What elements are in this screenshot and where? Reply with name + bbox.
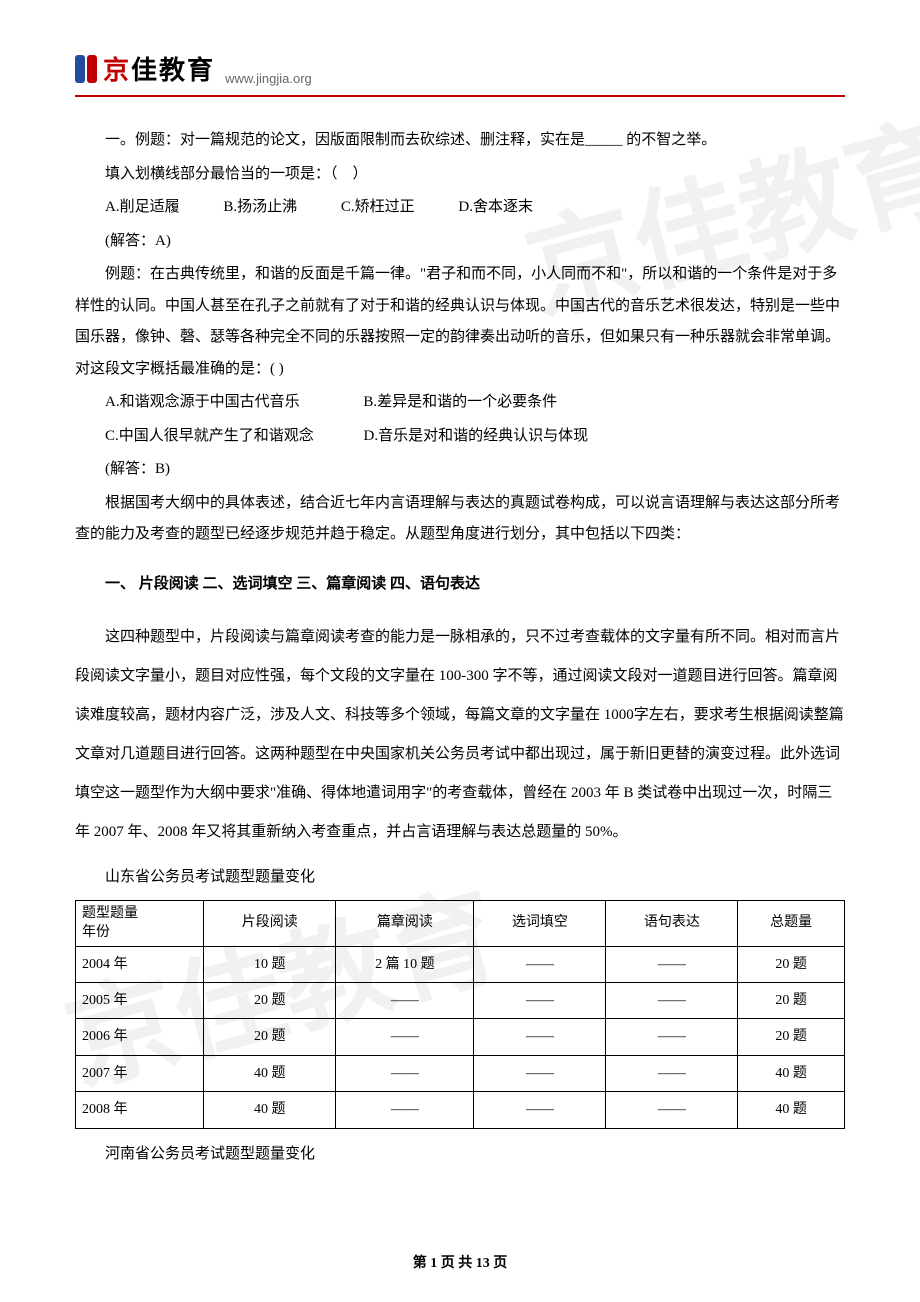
q1-intro: 一。例题：对一篇规范的论文，因版面限制而去砍综述、删注释，实在是_____ 的不… bbox=[75, 125, 845, 157]
cell: —— bbox=[606, 1092, 738, 1128]
cell: 20 题 bbox=[204, 1019, 336, 1055]
cell: —— bbox=[336, 983, 474, 1019]
table-row: 2007 年 40 题 —— —— —— 40 题 bbox=[76, 1055, 845, 1091]
q2-options-row1: A.和谐观念源于中国古代音乐 B.差异是和谐的一个必要条件 bbox=[75, 387, 845, 419]
footer-suffix: 页 bbox=[490, 1256, 508, 1271]
header-url: www.jingjia.org bbox=[225, 71, 312, 86]
th-year: 题型题量 年份 bbox=[76, 900, 204, 946]
table-header-row: 题型题量 年份 片段阅读 篇章阅读 选词填空 语句表达 总题量 bbox=[76, 900, 845, 946]
q1-option-a: A.削足适履 bbox=[105, 199, 180, 215]
logo-char-3: 教 bbox=[159, 55, 187, 85]
cell: —— bbox=[474, 1092, 606, 1128]
q2-option-a: A.和谐观念源于中国古代音乐 bbox=[105, 394, 300, 410]
th-year-line1: 题型题量 bbox=[82, 906, 138, 921]
q1-option-d: D.舍本逐末 bbox=[458, 199, 533, 215]
cell: 20 题 bbox=[204, 983, 336, 1019]
page-header: 京佳教育 www.jingjia.org bbox=[75, 50, 845, 97]
footer-mid: 页 共 bbox=[437, 1256, 476, 1271]
q2-answer: (解答：B) bbox=[75, 454, 845, 486]
th-col6: 总题量 bbox=[738, 900, 845, 946]
table-shandong: 题型题量 年份 片段阅读 篇章阅读 选词填空 语句表达 总题量 2004 年 1… bbox=[75, 900, 845, 1129]
cell: 40 题 bbox=[204, 1055, 336, 1091]
table-row: 2004 年 10 题 2 篇 10 题 —— —— 20 题 bbox=[76, 946, 845, 982]
cell: —— bbox=[336, 1055, 474, 1091]
page-footer: 第 1 页 共 13 页 bbox=[0, 1252, 920, 1272]
logo-text: 京佳教育 bbox=[103, 50, 215, 87]
logo: 京佳教育 bbox=[75, 50, 215, 87]
cell: 40 题 bbox=[738, 1055, 845, 1091]
table-row: 2008 年 40 题 —— —— —— 40 题 bbox=[76, 1092, 845, 1128]
th-year-line2: 年份 bbox=[82, 925, 110, 940]
cell: 40 题 bbox=[204, 1092, 336, 1128]
q1-prompt: 填入划横线部分最恰当的一项是：（ ） bbox=[75, 159, 845, 191]
long-paragraph: 这四种题型中，片段阅读与篇章阅读考查的能力是一脉相承的，只不过考查载体的文字量有… bbox=[75, 618, 845, 852]
table1-title: 山东省公务员考试题型题量变化 bbox=[75, 862, 845, 894]
cell: —— bbox=[336, 1092, 474, 1128]
cell-year: 2007 年 bbox=[76, 1055, 204, 1091]
cell: 2 篇 10 题 bbox=[336, 946, 474, 982]
logo-char-1: 京 bbox=[103, 55, 131, 85]
th-col2: 片段阅读 bbox=[204, 900, 336, 946]
q2-option-b: B.差异是和谐的一个必要条件 bbox=[363, 394, 557, 410]
q2-options-row2: C.中国人很早就产生了和谐观念 D.音乐是对和谐的经典认识与体现 bbox=[75, 421, 845, 453]
cell: —— bbox=[474, 1019, 606, 1055]
cell: —— bbox=[474, 946, 606, 982]
cell-year: 2005 年 bbox=[76, 983, 204, 1019]
cell-year: 2006 年 bbox=[76, 1019, 204, 1055]
q1-option-b: B.扬汤止沸 bbox=[223, 199, 297, 215]
q1-options: A.削足适履 B.扬汤止沸 C.矫枉过正 D.舍本逐末 bbox=[75, 192, 845, 224]
table2-title: 河南省公务员考试题型题量变化 bbox=[75, 1139, 845, 1171]
logo-bracket-blue bbox=[75, 55, 85, 83]
document-content: 一。例题：对一篇规范的论文，因版面限制而去砍综述、删注释，实在是_____ 的不… bbox=[75, 125, 845, 1170]
cell: —— bbox=[474, 983, 606, 1019]
q2-passage: 例题：在古典传统里，和谐的反面是千篇一律。"君子和而不同，小人同而不和"，所以和… bbox=[75, 259, 845, 385]
cell: —— bbox=[606, 1019, 738, 1055]
page-container: 京佳教育 京佳教育 京佳教育 www.jingjia.org 一。例题：对一篇规… bbox=[0, 0, 920, 1302]
cell-year: 2008 年 bbox=[76, 1092, 204, 1128]
logo-char-4: 育 bbox=[187, 55, 215, 85]
cell: 10 题 bbox=[204, 946, 336, 982]
logo-char-2: 佳 bbox=[131, 55, 159, 85]
cell: 20 题 bbox=[738, 983, 845, 1019]
table-row: 2005 年 20 题 —— —— —— 20 题 bbox=[76, 983, 845, 1019]
cell: 20 题 bbox=[738, 946, 845, 982]
th-col4: 选词填空 bbox=[474, 900, 606, 946]
cell: —— bbox=[474, 1055, 606, 1091]
footer-total: 13 bbox=[476, 1256, 490, 1271]
footer-prefix: 第 bbox=[413, 1256, 431, 1271]
cell: —— bbox=[606, 983, 738, 1019]
logo-bracket-red bbox=[87, 55, 97, 83]
analysis-para: 根据国考大纲中的具体表述，结合近七年内言语理解与表达的真题试卷构成，可以说言语理… bbox=[75, 488, 845, 551]
cell: —— bbox=[606, 1055, 738, 1091]
th-col5: 语句表达 bbox=[606, 900, 738, 946]
table-row: 2006 年 20 题 —— —— —— 20 题 bbox=[76, 1019, 845, 1055]
cell: 40 题 bbox=[738, 1092, 845, 1128]
q2-option-d: D.音乐是对和谐的经典认识与体现 bbox=[364, 428, 589, 444]
q1-answer: (解答：A) bbox=[75, 226, 845, 258]
table-body: 2004 年 10 题 2 篇 10 题 —— —— 20 题 2005 年 2… bbox=[76, 946, 845, 1128]
cell-year: 2004 年 bbox=[76, 946, 204, 982]
q1-option-c: C.矫枉过正 bbox=[341, 199, 415, 215]
cell: —— bbox=[336, 1019, 474, 1055]
th-col3: 篇章阅读 bbox=[336, 900, 474, 946]
cell: —— bbox=[606, 946, 738, 982]
q2-option-c: C.中国人很早就产生了和谐观念 bbox=[105, 428, 314, 444]
section-heading: 一、 片段阅读 二、选词填空 三、篇章阅读 四、语句表达 bbox=[75, 569, 845, 601]
cell: 20 题 bbox=[738, 1019, 845, 1055]
logo-icon bbox=[75, 55, 97, 83]
